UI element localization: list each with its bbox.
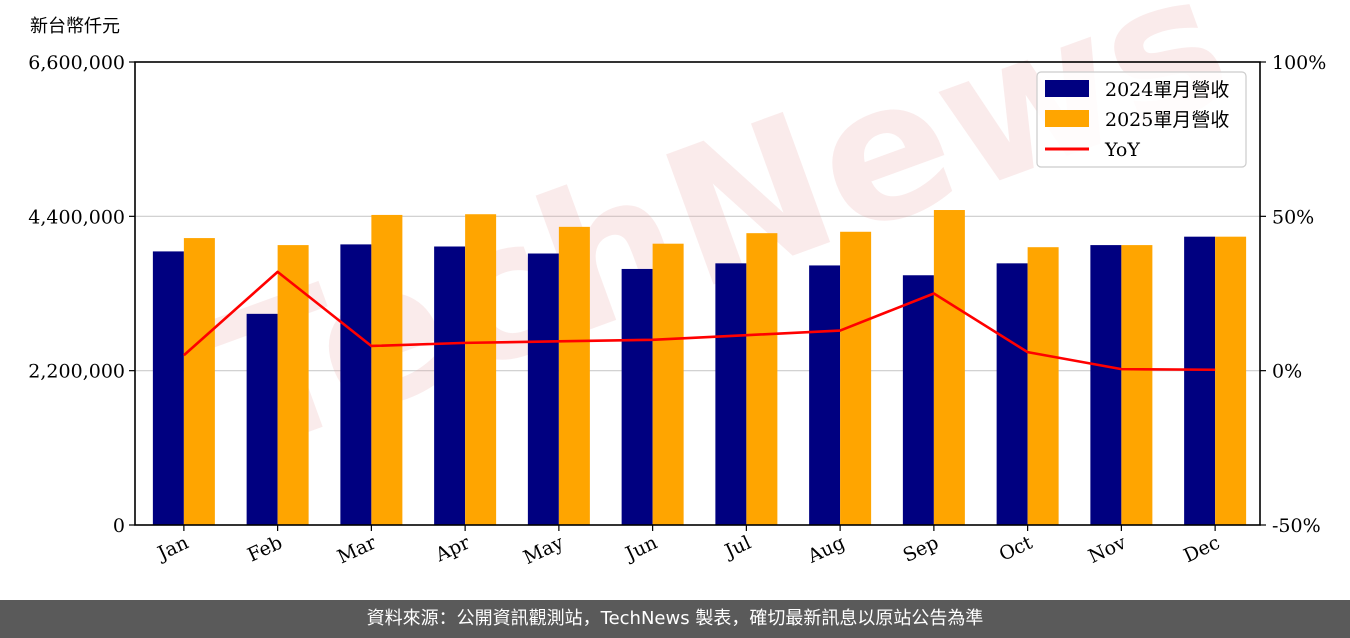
bar-2024-oct: [996, 263, 1028, 525]
x-tick-label: Jul: [720, 532, 755, 564]
bar-2024-nov: [1090, 245, 1122, 525]
y-tick-label: 6,600,000: [28, 52, 125, 74]
bar-2025-feb: [277, 245, 309, 525]
plot-frame: [134, 61, 1261, 526]
bar-2024-feb: [246, 313, 278, 525]
x-tick-label: Feb: [244, 532, 286, 567]
bar-2025-jul: [746, 233, 778, 526]
bar-2024-jun: [621, 268, 653, 525]
x-tick-label: Oct: [996, 531, 1036, 565]
bar-2025-oct: [1027, 247, 1059, 525]
legend-swatch: [1045, 80, 1089, 97]
legend-label: 2025單月營收: [1105, 109, 1229, 131]
bar-2024-mar: [340, 244, 372, 526]
legend-box: [1036, 71, 1247, 168]
bars-group: [152, 210, 1247, 526]
revenue-chart: 新台幣仟元 TechNews 02,200,0004,400,0006,600,…: [28, 0, 1326, 569]
y-tick-label: 2,200,000: [28, 361, 125, 383]
bar-2025-jun: [652, 243, 684, 525]
x-tick-label: May: [520, 531, 567, 569]
legend-label: YoY: [1104, 139, 1140, 161]
x-tick-label: Aug: [803, 532, 848, 568]
bar-2025-sep: [933, 210, 965, 525]
yoy-line-group: [183, 270, 1216, 372]
x-tick-label: Nov: [1085, 531, 1130, 567]
bar-2025-may: [558, 226, 590, 525]
y2-tick-label: 100%: [1272, 52, 1326, 74]
x-tick-label: Jan: [153, 532, 192, 566]
bar-2025-jan: [183, 238, 215, 525]
bar-2025-apr: [465, 214, 497, 525]
x-tick-label: Jun: [621, 532, 661, 566]
bar-2025-aug: [840, 231, 872, 525]
bar-2024-may: [527, 253, 559, 525]
y2-tick-label: 0%: [1272, 361, 1302, 383]
x-tick-label: Sep: [900, 532, 942, 567]
bar-2025-mar: [371, 214, 403, 525]
bar-2024-sep: [902, 275, 934, 525]
yoy-line: [183, 270, 1216, 372]
y-axis-unit-label: 新台幣仟元: [30, 16, 120, 37]
legend: 2024單月營收 2025單月營收 YoY: [1036, 71, 1247, 168]
bar-2025-dec: [1215, 236, 1247, 525]
y-tick-label: 4,400,000: [28, 206, 125, 228]
bar-2024-jan: [152, 251, 184, 525]
x-tick-label: Mar: [334, 531, 380, 568]
x-tick-label: Apr: [431, 531, 474, 567]
y-tick-label: 0: [113, 515, 125, 537]
legend-swatch: [1045, 110, 1089, 127]
y2-tick-label: 50%: [1272, 206, 1314, 228]
legend-label: 2024單月營收: [1105, 79, 1229, 101]
bar-2024-dec: [1184, 236, 1216, 525]
bar-2025-nov: [1121, 245, 1153, 525]
bar-2024-jul: [715, 263, 747, 525]
x-tick-label: Dec: [1180, 532, 1223, 568]
bar-2024-apr: [434, 246, 466, 526]
bar-2024-aug: [809, 265, 841, 525]
y2-tick-label: -50%: [1272, 515, 1321, 537]
source-footer: 資料來源：公開資訊觀測站，TechNews 製表，確切最新訊息以原站公告為準: [0, 600, 1350, 638]
grid-lines: [135, 215, 1260, 372]
